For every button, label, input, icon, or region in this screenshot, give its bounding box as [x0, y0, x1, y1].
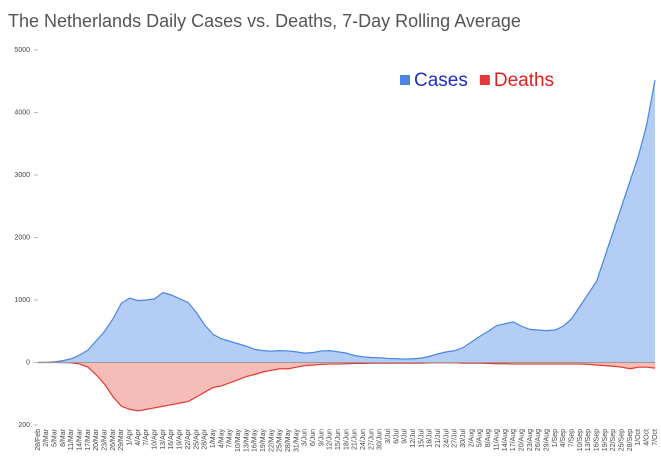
- area: [38, 362, 655, 411]
- x-tick-label: 10/Apr: [152, 428, 159, 449]
- x-tick-label: 3/Jul: [385, 429, 392, 444]
- area: [38, 80, 655, 363]
- y-tick-label: 1000: [14, 297, 30, 304]
- x-tick-label: 28/Feb: [35, 429, 42, 451]
- x-tick-label: 17/Mar: [85, 428, 92, 450]
- x-tick-label: 4/Apr: [135, 428, 142, 445]
- x-tick-label: 30/Jun: [377, 429, 384, 450]
- x-tick-label: 14/Mar: [77, 428, 84, 450]
- x-tick-label: 19/Sep: [602, 429, 609, 451]
- x-tick-label: 18/Jul: [427, 429, 434, 448]
- x-tick-label: 15/Jul: [418, 429, 425, 448]
- x-tick-label: 7/Sep: [568, 429, 575, 447]
- x-tick-label: 21/Jun: [352, 429, 359, 450]
- x-tick-label: 4/Sep: [560, 429, 567, 447]
- x-tick-label: 29/Aug: [543, 429, 550, 451]
- x-tick-label: 19/May: [260, 429, 267, 452]
- x-tick-label: 3/Jun: [302, 429, 309, 446]
- x-tick-label: 14/Aug: [502, 429, 509, 451]
- x-tick-label: 9/Jul: [402, 429, 409, 444]
- x-tick-label: 18/Jun: [343, 429, 350, 450]
- x-tick-label: 10/Sep: [577, 429, 584, 451]
- x-tick-label: 5/Aug: [477, 429, 484, 447]
- x-tick-label: 4/Oct: [644, 429, 651, 446]
- legend-swatch: [400, 75, 410, 85]
- x-tick-label: 21/Jul: [435, 429, 442, 448]
- x-tick-label: 27/Jun: [368, 429, 375, 450]
- x-tick-label: 12/Jul: [410, 429, 417, 448]
- x-tick-label: 26/Aug: [535, 429, 542, 451]
- x-tick-label: 16/Sep: [593, 429, 600, 451]
- x-tick-label: 27/Jul: [452, 429, 459, 448]
- x-tick-label: 11/Mar: [68, 428, 75, 450]
- x-tick-label: 6/Jul: [393, 429, 400, 444]
- line: [37, 79, 656, 364]
- x-tick-label: 6/Jun: [310, 429, 317, 446]
- x-tick-label: 7/May: [227, 429, 234, 449]
- x-tick-label: 12/Jun: [327, 429, 334, 450]
- x-tick-label: 23/Aug: [527, 429, 534, 451]
- x-tick-label: 1/Apr: [127, 428, 134, 445]
- x-tick-label: 7/Oct: [652, 429, 659, 446]
- x-tick-label: 16/Apr: [168, 428, 175, 449]
- x-tick-label: 17/Aug: [510, 429, 517, 451]
- x-tick-label: 22/May: [268, 429, 275, 452]
- x-tick-label: 25/May: [277, 429, 284, 452]
- x-tick-label: 13/May: [243, 429, 250, 452]
- x-tick-label: 9/Jun: [318, 429, 325, 446]
- legend-label: Cases: [414, 70, 468, 91]
- legend-label: Deaths: [494, 70, 554, 91]
- x-tick-label: 25/Sep: [618, 429, 625, 451]
- y-tick-label: 5000: [14, 47, 30, 54]
- x-tick-label: 26/Mar: [110, 428, 117, 450]
- x-tick-label: 5/Mar: [52, 428, 59, 447]
- x-tick-label: 23/Mar: [102, 428, 109, 450]
- x-tick-label: 1/Oct: [635, 429, 642, 446]
- x-tick-label: 28/Sep: [627, 429, 634, 451]
- line: [38, 361, 656, 412]
- x-tick-label: 1/May: [210, 429, 217, 449]
- x-tick-label: 22/Sep: [610, 429, 617, 451]
- x-tick-label: 28/May: [285, 429, 292, 452]
- x-tick-label: 2/Aug: [468, 429, 475, 447]
- x-tick-label: 11/Aug: [493, 429, 500, 451]
- x-tick-label: 8/Mar: [60, 428, 67, 447]
- x-tick-label: 28/Apr: [202, 428, 209, 449]
- x-tick-label: 13/Sep: [585, 429, 592, 451]
- y-tick-label: 2000: [14, 234, 30, 241]
- x-tick-label: 31/May: [293, 429, 300, 452]
- x-tick-label: 25/Apr: [193, 428, 200, 449]
- x-tick-label: 4/May: [218, 429, 225, 449]
- y-tick-label: 3000: [14, 172, 30, 179]
- x-tick-label: 24/Jul: [443, 429, 450, 448]
- legend-swatch: [479, 75, 490, 85]
- x-tick-label: 10/May: [235, 429, 242, 452]
- x-tick-label: 8/Aug: [485, 429, 492, 447]
- x-tick-label: 20/Aug: [518, 429, 525, 451]
- y-tick-label: 4000: [14, 109, 30, 116]
- x-tick-label: 20/Mar: [93, 428, 100, 450]
- x-tick-label: 15/Jun: [335, 429, 342, 450]
- x-tick-label: 1/Sep: [552, 429, 559, 447]
- x-tick-label: 13/Apr: [160, 428, 167, 449]
- x-tick-label: 16/May: [252, 429, 259, 452]
- x-tick-label: 2/Mar: [43, 428, 50, 447]
- y-tick-label: 0: [26, 359, 30, 366]
- x-tick-label: 29/Mar: [118, 428, 125, 450]
- x-tick-label: 30/Jul: [460, 429, 467, 448]
- chart-title: The Netherlands Daily Cases vs. Deaths, …: [8, 11, 521, 31]
- x-tick-label: 19/Apr: [177, 428, 184, 449]
- x-tick-label: 22/Apr: [185, 428, 192, 449]
- x-tick-label: 24/Jun: [360, 429, 367, 450]
- y2-tick-label: 200: [18, 422, 30, 429]
- x-tick-label: 7/Apr: [143, 428, 150, 445]
